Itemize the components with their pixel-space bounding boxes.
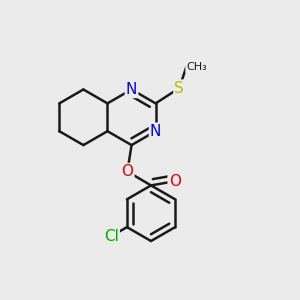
Text: Cl: Cl xyxy=(104,229,119,244)
Text: CH₃: CH₃ xyxy=(186,62,207,72)
Text: O: O xyxy=(122,164,134,179)
Text: O: O xyxy=(169,174,181,189)
Text: S: S xyxy=(174,81,184,96)
Text: N: N xyxy=(126,82,137,97)
Text: N: N xyxy=(150,124,161,139)
